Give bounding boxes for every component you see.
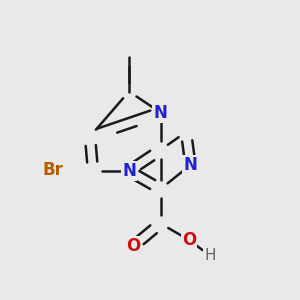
Text: N: N	[122, 162, 136, 180]
Text: N: N	[154, 103, 167, 122]
Text: O: O	[126, 237, 141, 255]
Text: H: H	[204, 248, 216, 263]
Text: O: O	[182, 231, 196, 249]
Text: Br: Br	[42, 161, 63, 179]
Text: N: N	[184, 156, 197, 174]
